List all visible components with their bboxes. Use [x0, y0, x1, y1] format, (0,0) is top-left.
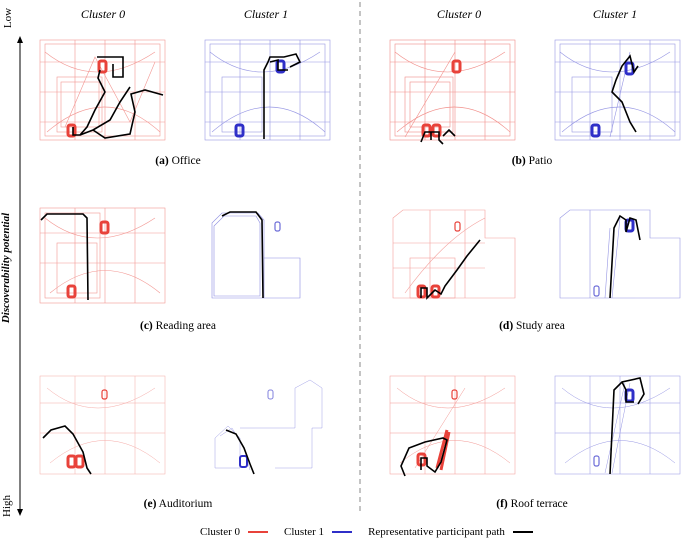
trajectory-map-roof-terrace-cluster0 — [389, 375, 516, 477]
column-header-left-cluster0: Cluster 0 — [80, 7, 126, 21]
trajectory-map-study-area-cluster1 — [559, 209, 681, 299]
trajectory-map-roof-terrace-cluster1 — [554, 375, 681, 475]
trajectory-map-study-area-cluster0 — [392, 209, 516, 300]
axis-low-label: Low — [2, 7, 15, 29]
trajectory-map-patio-cluster0 — [389, 39, 516, 145]
trajectory-map-auditorium-cluster0 — [39, 375, 166, 475]
column-header-right-cluster1: Cluster 1 — [592, 7, 638, 21]
panel-caption-c: (c) Reading area — [140, 320, 216, 332]
divider — [359, 2, 361, 512]
legend-label-cluster0: Cluster 0 — [200, 526, 241, 538]
legend-swatch-cluster1 — [332, 531, 353, 533]
column-header-right-cluster0: Cluster 0 — [436, 7, 482, 21]
panel-caption-d: (d) Study area — [499, 320, 565, 332]
trajectory-map-reading-area-cluster0 — [39, 207, 166, 304]
axis-high-label: High — [1, 495, 13, 517]
column-header-left-cluster1: Cluster 1 — [243, 7, 289, 21]
panel-caption-b: (b) Patio — [511, 155, 553, 167]
trajectory-map-reading-area-cluster1 — [211, 211, 301, 299]
trajectory-map-office-cluster0 — [39, 39, 166, 141]
trajectory-map-patio-cluster1 — [554, 39, 681, 141]
panel-caption-a: (a) Office — [155, 155, 201, 167]
panel-caption-f: (f) Roof terrace — [496, 498, 568, 510]
axis-title: Discoverability potential — [0, 212, 12, 324]
panel-caption-e: (e) Auditorium — [143, 498, 213, 510]
trajectory-map-auditorium-cluster1 — [214, 379, 323, 475]
legend-swatch-representative-path — [512, 531, 533, 533]
axis-arrow — [17, 36, 23, 516]
legend-swatch-cluster0 — [248, 531, 269, 533]
legend-label-representative-path: Representative participant path — [368, 526, 505, 538]
trajectory-map-office-cluster1 — [204, 39, 331, 141]
legend: Cluster 0 Cluster 1 Representative parti… — [200, 526, 543, 538]
legend-label-cluster1: Cluster 1 — [284, 526, 325, 538]
